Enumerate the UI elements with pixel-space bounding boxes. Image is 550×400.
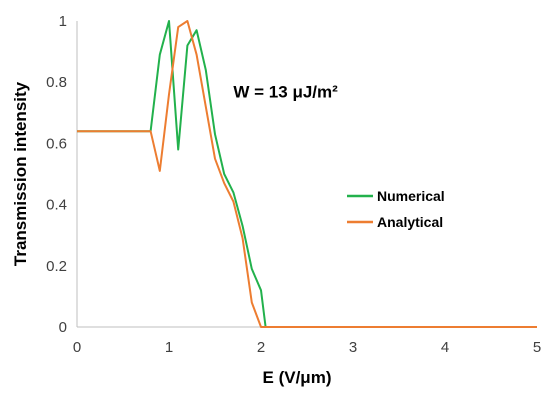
y-axis-title: Transmission intensity (11, 81, 30, 266)
y-tick-labels: 0 0.2 0.4 0.6 0.8 1 (46, 13, 67, 336)
x-axis-title: E (V/μm) (263, 368, 332, 387)
x-tick-label: 0 (73, 339, 81, 356)
legend-label-analytical: Analytical (377, 214, 443, 230)
y-tick-label: 1 (59, 13, 67, 30)
legend-label-numerical: Numerical (377, 188, 445, 204)
annotation-label: W = 13 μJ/m² (233, 83, 338, 102)
legend: Numerical Analytical (347, 188, 445, 230)
plot-area: 0 1 2 3 4 5 0 0.2 0.4 0.6 0.8 1 (46, 13, 541, 356)
y-tick-label: 0.2 (46, 258, 67, 275)
y-tick-label: 0.8 (46, 74, 67, 91)
series-line-analytical (77, 20, 537, 328)
x-tick-label: 1 (165, 339, 173, 356)
y-tick-label: 0.4 (46, 197, 67, 214)
x-tick-label: 3 (349, 339, 357, 356)
y-tick-label: 0.6 (46, 135, 67, 152)
x-tick-label: 4 (441, 339, 449, 356)
series-line-numerical (77, 20, 537, 328)
x-tick-label: 5 (533, 339, 541, 356)
x-tick-label: 2 (257, 339, 265, 356)
series-group (77, 20, 537, 328)
y-tick-label: 0 (59, 319, 67, 336)
x-tick-labels: 0 1 2 3 4 5 (73, 339, 541, 356)
